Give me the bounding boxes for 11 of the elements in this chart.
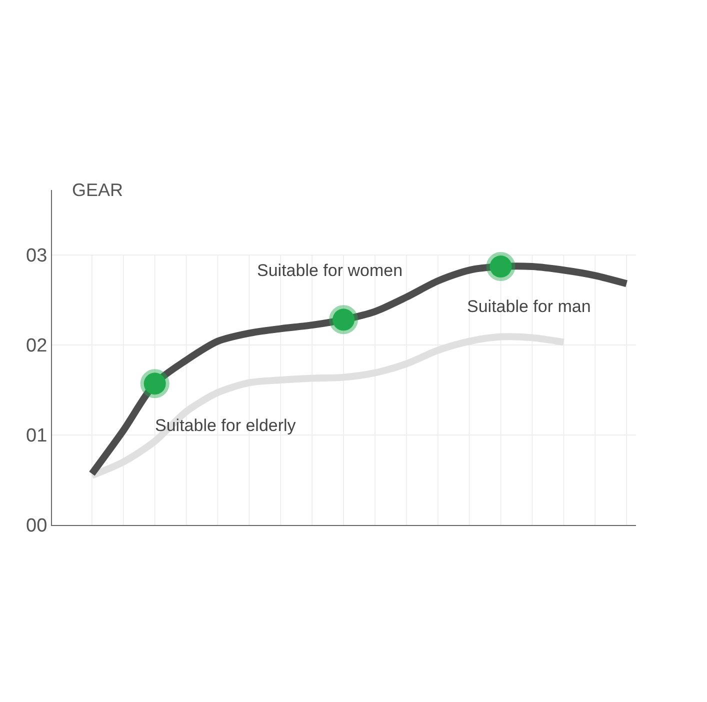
point bbox=[140, 369, 170, 398]
y-tick-label: 03 bbox=[26, 245, 48, 266]
y-axis-title: GEAR bbox=[72, 180, 124, 200]
annotation: Suitable for elderly bbox=[155, 416, 296, 435]
point bbox=[486, 252, 516, 282]
point bbox=[329, 305, 358, 334]
annotation: Suitable for man bbox=[467, 297, 591, 316]
y-tick-label: 02 bbox=[26, 336, 48, 357]
y-tick-label: 00 bbox=[26, 516, 48, 537]
annotation: Suitable for women bbox=[257, 261, 403, 280]
y-tick-label: 01 bbox=[26, 426, 48, 447]
